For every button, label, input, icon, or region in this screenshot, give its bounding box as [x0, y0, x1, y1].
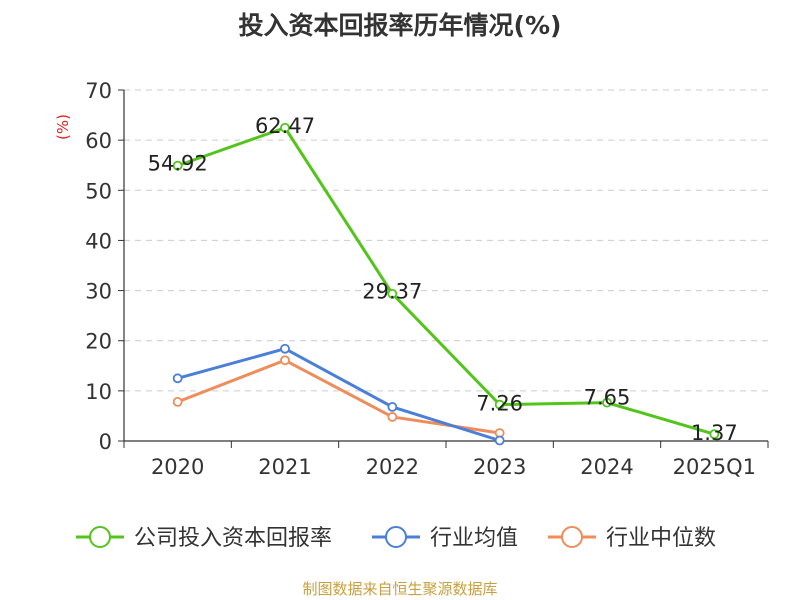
x-tick-label: 2022 [366, 455, 419, 479]
series-line-0 [177, 126, 715, 436]
data-point-2 [280, 355, 290, 366]
legend: 公司投入资本回报率 行业均值 行业中位数 [76, 526, 716, 551]
data-point-0 [602, 397, 612, 408]
data-point-0 [387, 288, 398, 299]
data-point-0 [280, 122, 290, 133]
x-tick-label: 2023 [473, 455, 526, 479]
data-point-1 [494, 435, 505, 446]
legend-marker-0 [89, 526, 111, 548]
chart-title: 投入资本回报率历年情况(%) [239, 11, 562, 40]
data-point-0 [494, 399, 505, 410]
grid-lines [124, 89, 768, 392]
data-label: 62.47 [255, 114, 315, 138]
y-tick-label: 20 [85, 330, 112, 354]
data-point-0 [709, 429, 720, 440]
y-tick-label: 60 [85, 129, 112, 153]
data-point-0 [172, 160, 183, 171]
y-axis-unit-label: (%) [54, 114, 72, 140]
legend-label-2: 行业中位数 [606, 526, 716, 551]
y-tick-label: 70 [85, 79, 112, 103]
legend-label-0: 公司投入资本回报率 [134, 526, 332, 551]
data-point-1 [387, 402, 398, 412]
data-point-1 [172, 373, 183, 384]
series-lines [172, 122, 720, 446]
legend-marker-2 [561, 526, 583, 548]
y-tick-label: 0 [99, 430, 112, 454]
x-tick-label: 2020 [151, 455, 204, 479]
x-tick-label: 2021 [258, 455, 311, 479]
data-label: 29.37 [362, 280, 422, 304]
legend-marker-1 [385, 526, 407, 548]
series-line-1 [177, 347, 501, 442]
y-tick-label: 40 [85, 229, 112, 253]
data-point-1 [280, 343, 290, 354]
y-tick-label: 30 [85, 280, 112, 304]
data-label: 1.37 [691, 421, 738, 445]
x-tick-label: 2025Q1 [673, 455, 756, 479]
legend-label-1: 行业均值 [430, 526, 518, 551]
axes: 0 10 20 30 40 50 60 70 2020 2021 2022 2023 2024 2025Q… [85, 79, 769, 479]
y-tick-label: 50 [85, 179, 112, 203]
data-label: 7.65 [584, 386, 631, 410]
data-point-2 [387, 412, 398, 422]
data-label: 7.26 [476, 392, 523, 416]
x-tick-label: 2024 [580, 455, 633, 479]
y-tick-label: 10 [85, 380, 112, 404]
source-note: 制图数据来自恒生聚源数据库 [302, 580, 497, 598]
series-line-2 [177, 358, 500, 435]
data-point-2 [172, 396, 183, 407]
data-labels: 54.92 62.47 29.37 7.26 7.65 1.37 [148, 114, 738, 445]
data-label: 54.92 [148, 152, 208, 176]
